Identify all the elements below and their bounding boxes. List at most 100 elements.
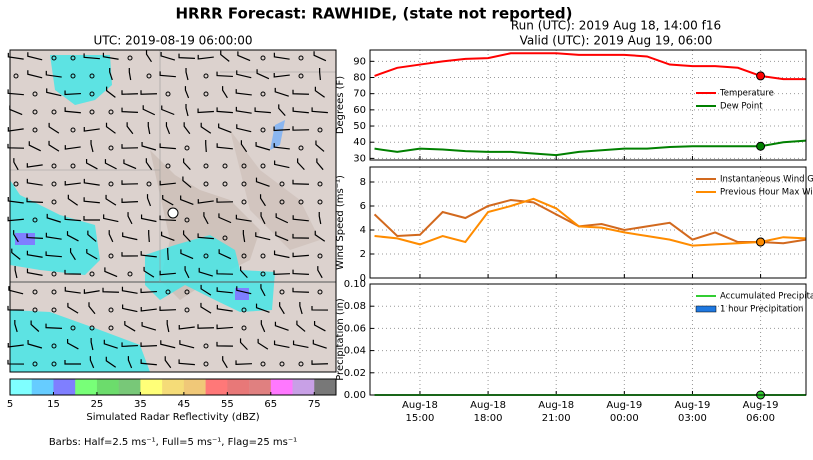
wind-barb xyxy=(275,213,289,224)
colorbar-tick-label: 25 xyxy=(91,399,104,410)
wind-barb xyxy=(166,320,170,333)
wind-barb xyxy=(197,108,214,114)
calm-marker xyxy=(203,361,209,367)
calm-marker xyxy=(89,73,95,79)
wind-barb xyxy=(256,69,270,80)
barb-note: Barbs: Half=2.5 ms⁻¹, Full=5 ms⁻¹, Flag=… xyxy=(49,437,297,448)
calm-marker xyxy=(317,253,323,259)
wind-barb xyxy=(140,288,157,294)
colorbar-swatch xyxy=(10,379,33,395)
calm-marker xyxy=(184,145,190,151)
wind-barb xyxy=(140,359,157,366)
calm-marker xyxy=(317,199,323,205)
calm-marker xyxy=(241,325,247,331)
wind-barb xyxy=(88,302,96,315)
wind-barb xyxy=(145,158,153,171)
y-tick-label: 8 xyxy=(360,177,366,188)
wind-barb xyxy=(216,269,234,275)
x-tick-label: Aug-19 06:00 xyxy=(743,400,779,424)
calm-marker xyxy=(298,73,304,79)
wind-barb xyxy=(30,320,40,332)
wind-barb xyxy=(8,286,24,295)
calm-marker xyxy=(317,127,323,133)
wind-barb xyxy=(159,143,176,150)
wind-barb xyxy=(161,231,175,241)
calm-marker xyxy=(165,289,171,295)
wind-barb xyxy=(235,106,252,114)
wind-barb xyxy=(184,266,190,279)
wind-barb xyxy=(127,356,133,369)
calm-marker xyxy=(70,163,76,169)
valid-label: Valid (UTC): 2019 Aug 19, 06:00 xyxy=(520,34,713,48)
wind-barb xyxy=(259,194,266,207)
calm-marker xyxy=(32,361,38,367)
colorbar-swatch xyxy=(314,379,337,395)
calm-marker xyxy=(184,289,190,295)
wind-barb xyxy=(64,90,81,96)
calm-marker xyxy=(298,199,304,205)
wind-barb xyxy=(273,270,290,275)
wind-barb xyxy=(314,230,326,242)
y-axis-label: Precipitation (in) xyxy=(335,298,346,381)
y-tick-label: 40 xyxy=(353,137,366,148)
wind-barb xyxy=(159,215,176,222)
y-tick-label: 0.00 xyxy=(344,390,366,401)
wind-barb xyxy=(7,305,25,311)
calm-marker xyxy=(51,199,57,205)
wind-barb xyxy=(239,338,248,351)
wind-barb xyxy=(216,287,233,294)
wind-barb xyxy=(161,105,175,116)
wind-barb xyxy=(242,230,246,243)
calm-marker xyxy=(203,343,209,349)
calm-marker xyxy=(241,199,247,205)
wind-barb xyxy=(64,107,81,114)
y-tick-label: 0.06 xyxy=(344,323,366,334)
wind-barb xyxy=(147,122,151,135)
calm-marker xyxy=(32,217,38,223)
wind-barb xyxy=(203,212,209,225)
wind-barb xyxy=(216,324,233,330)
wind-barb xyxy=(7,143,25,149)
wind-barb xyxy=(85,159,98,170)
wind-barb xyxy=(104,159,117,170)
wind-barb xyxy=(160,340,176,349)
wind-barb xyxy=(140,251,157,258)
wind-barb xyxy=(274,321,289,331)
wind-barb xyxy=(273,72,290,78)
wind-barb xyxy=(159,306,176,311)
wind-barb xyxy=(273,143,290,150)
wind-barb xyxy=(121,144,139,149)
colorbar-swatch xyxy=(183,379,206,395)
wind-barb xyxy=(317,266,323,279)
wind-barb xyxy=(235,360,252,365)
wind-barb xyxy=(46,213,61,223)
calm-marker xyxy=(241,163,247,169)
calm-marker xyxy=(279,199,285,205)
y-tick-label: 80 xyxy=(353,73,366,84)
wind-barb xyxy=(86,248,98,260)
y-tick-label: 0.04 xyxy=(344,346,366,357)
colorbar: 5 15 25 35 45 55 65 75 xyxy=(7,378,337,410)
wind-barb xyxy=(197,54,214,60)
calm-marker xyxy=(51,271,57,277)
calm-marker xyxy=(203,181,209,187)
colorbar-swatch xyxy=(162,379,185,395)
calm-marker xyxy=(165,91,171,97)
wind-barb xyxy=(66,231,79,242)
wind-barb xyxy=(102,52,119,60)
wind-barb xyxy=(200,284,212,296)
series-line xyxy=(374,197,807,247)
wind-barb xyxy=(315,140,325,152)
calm-marker xyxy=(279,289,285,295)
wind-barb xyxy=(218,213,232,224)
calm-marker xyxy=(32,307,38,313)
y-tick-label: 0 xyxy=(360,273,366,284)
wind-barb xyxy=(216,143,233,150)
wind-barb xyxy=(292,126,310,131)
wind-barb xyxy=(179,340,195,349)
calm-marker xyxy=(146,73,152,79)
calm-marker xyxy=(146,181,152,187)
calm-marker xyxy=(51,307,57,313)
calm-marker xyxy=(89,91,95,97)
colorbar-swatch xyxy=(205,379,228,395)
